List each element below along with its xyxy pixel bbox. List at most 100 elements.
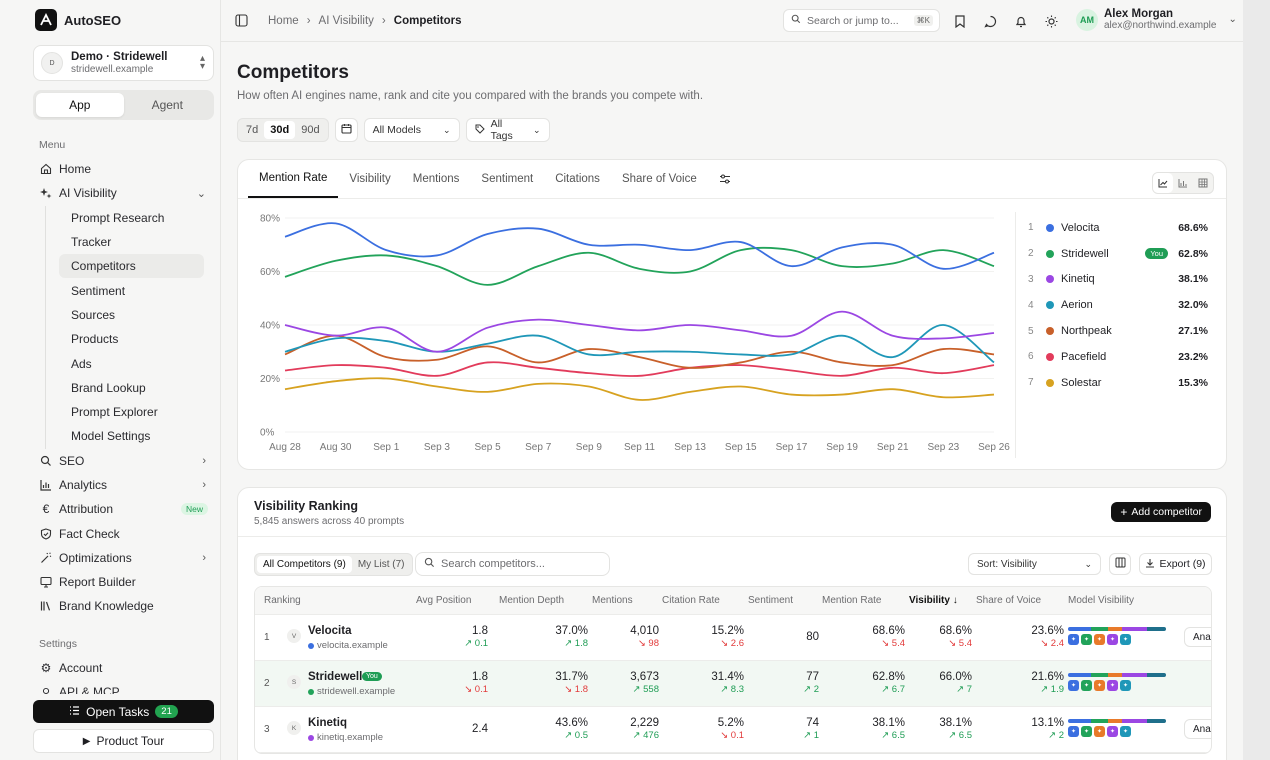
cell-value: 13.1% <box>1031 717 1064 729</box>
series-line-velocita[interactable] <box>284 222 995 270</box>
tags-select[interactable]: All Tags ⌄ <box>465 118 550 142</box>
sidebar-item-api-mcp[interactable]: ⚲ API & MCP <box>33 680 214 694</box>
sidebar-item-label: Optimizations <box>59 550 132 565</box>
col-avg-position[interactable]: Avg Position <box>416 595 472 606</box>
tab-mention-rate[interactable]: Mention Rate <box>248 160 339 198</box>
competitor-name[interactable]: Kinetiq <box>308 717 347 729</box>
series-line-stridewell[interactable] <box>284 246 995 286</box>
col-mentions[interactable]: Mentions <box>592 595 633 606</box>
table-row[interactable]: 2 S Stridewell You stridewell.example 1.… <box>255 661 1211 707</box>
global-search[interactable]: Search or jump to... ⌘K <box>783 9 940 32</box>
app-logo[interactable]: AutoSEO <box>35 9 121 31</box>
columns-button[interactable] <box>1109 553 1131 575</box>
sidebar-item-ai-visibility[interactable]: AI Visibility ⌄ <box>33 181 214 205</box>
sidebar-item-prompt-research[interactable]: Prompt Research <box>71 210 165 225</box>
user-menu[interactable]: AM Alex Morgan alex@northwind.example ⌄ <box>1076 8 1237 31</box>
tab-share-of-voice[interactable]: Share of Voice <box>621 173 697 185</box>
line-chart-icon[interactable] <box>1153 173 1173 193</box>
sidebar-item-report-builder[interactable]: Report Builder <box>33 570 214 594</box>
col-mention-depth[interactable]: Mention Depth <box>499 595 565 606</box>
table-row[interactable]: 1 V Velocita velocita.example 1.8 ↗ 0.1 … <box>255 615 1211 661</box>
model-logo-icon: ✦ <box>1094 634 1105 645</box>
analyze-button[interactable]: Analyze <box>1184 719 1211 739</box>
add-competitor-button[interactable]: + Add competitor <box>1111 502 1211 522</box>
workspace-switcher[interactable]: D Demo · Stridewell stridewell.example ▴… <box>33 45 214 81</box>
sidebar-item-sources[interactable]: Sources <box>71 307 116 322</box>
sliders-icon[interactable] <box>708 160 742 198</box>
mention-rate-line-chart: 0% 20% 40% 60% 80% Aug 28 Aug 30 Sep 1 Sep 3 Sep … <box>260 214 1010 454</box>
table-row[interactable]: 3 K Kinetiq kinetiq.example 2.4 43.6% ↗ … <box>255 707 1211 753</box>
tab-sentiment[interactable]: Sentiment <box>481 173 534 185</box>
col-mention-rate[interactable]: Mention Rate <box>822 595 882 606</box>
legend-item[interactable]: 1 Velocita 68.6% <box>1028 215 1208 241</box>
legend-item[interactable]: 5 Northpeak 27.1% <box>1028 318 1208 344</box>
series-line-northpeak[interactable] <box>284 334 995 369</box>
tab-all-competitors[interactable]: All Competitors (9) <box>257 556 352 573</box>
sidebar-item-competitors[interactable]: Competitors <box>59 254 204 279</box>
legend-item[interactable]: 3 Kinetiq 38.1% <box>1028 267 1208 293</box>
col-ranking[interactable]: Ranking <box>264 595 301 606</box>
breadcrumb-home[interactable]: Home <box>268 15 299 27</box>
sort-select[interactable]: Sort: Visibility ⌄ <box>968 553 1101 575</box>
col-sentiment[interactable]: Sentiment <box>748 595 794 606</box>
models-select[interactable]: All Models ⌄ <box>363 118 460 142</box>
col-visibility[interactable]: Visibility ↓ <box>909 595 958 606</box>
col-citation-rate[interactable]: Citation Rate <box>662 595 720 606</box>
sidebar-item-products[interactable]: Products <box>71 332 119 347</box>
sidebar-item-brand-knowledge[interactable]: Brand Knowledge <box>33 594 214 618</box>
sidebar-item-sentiment[interactable]: Sentiment <box>71 283 126 298</box>
sidebar-item-seo[interactable]: SEO › <box>33 449 214 473</box>
competitor-name[interactable]: Stridewell <box>308 671 363 683</box>
sidebar-item-attribution[interactable]: € Attribution New <box>33 497 214 521</box>
tab-app[interactable]: App <box>36 93 124 117</box>
product-tour-button[interactable]: ▶ Product Tour <box>33 729 214 753</box>
legend-item[interactable]: 4 Aerion 32.0% <box>1028 292 1208 318</box>
range-30d[interactable]: 30d <box>264 121 296 139</box>
legend-item[interactable]: 2 Stridewell You 62.8% <box>1028 241 1208 267</box>
series-line-kinetiq[interactable] <box>284 310 995 353</box>
chat-icon[interactable] <box>982 13 998 29</box>
analyze-button[interactable]: Analyze <box>1184 627 1211 647</box>
sidebar-item-ads[interactable]: Ads <box>71 356 92 371</box>
chevron-right-icon: › <box>381 15 386 27</box>
table-icon[interactable] <box>1193 173 1213 193</box>
sidebar-item-prompt-explorer[interactable]: Prompt Explorer <box>71 405 158 420</box>
sidebar-item-fact-check[interactable]: Fact Check <box>33 521 214 545</box>
tab-citations[interactable]: Citations <box>555 173 600 185</box>
ranking-divider <box>238 536 1226 537</box>
bell-icon[interactable] <box>1013 13 1029 29</box>
sidebar-item-optimizations[interactable]: Optimizations › <box>33 546 214 570</box>
sidebar-item-home[interactable]: Home <box>33 157 214 181</box>
series-line-solestar[interactable] <box>284 377 995 401</box>
settings-nav: ⚙ Account ⚲ API & MCP <box>33 656 214 694</box>
competitor-search-input[interactable]: Search competitors... <box>415 552 610 576</box>
tab-my-list[interactable]: My List (7) <box>357 559 405 570</box>
range-90d[interactable]: 90d <box>301 124 320 136</box>
sidebar-item-tracker[interactable]: Tracker <box>71 235 112 250</box>
open-tasks-button[interactable]: Open Tasks 21 <box>33 700 214 723</box>
legend-item[interactable]: 7 Solestar 15.3% <box>1028 370 1208 396</box>
bar-chart-icon[interactable] <box>1173 173 1193 193</box>
series-line-aerion[interactable] <box>284 324 995 364</box>
tab-agent[interactable]: Agent <box>151 98 183 112</box>
sun-icon[interactable] <box>1043 13 1059 29</box>
breadcrumb-ai-visibility[interactable]: AI Visibility <box>318 15 374 27</box>
tab-mentions[interactable]: Mentions <box>412 173 460 185</box>
col-model-visibility[interactable]: Model Visibility <box>1068 595 1134 606</box>
sidebar-item-analytics[interactable]: Analytics › <box>33 473 214 497</box>
col-share-of-voice[interactable]: Share of Voice <box>976 595 1042 606</box>
sidebar-item-account[interactable]: ⚙ Account <box>33 656 214 680</box>
series-line-pacefield[interactable] <box>284 361 995 377</box>
bookmark-icon[interactable] <box>952 13 968 29</box>
tab-visibility[interactable]: Visibility <box>349 173 391 185</box>
export-button[interactable]: Export (9) <box>1139 553 1212 575</box>
sidebar-toggle-icon[interactable] <box>235 14 248 30</box>
competitor-name[interactable]: Velocita <box>308 625 352 637</box>
legend-item[interactable]: 6 Pacefield 23.2% <box>1028 344 1208 370</box>
sidebar-item-model-settings[interactable]: Model Settings <box>71 429 151 444</box>
calendar-button[interactable] <box>334 118 358 142</box>
model-icons: ✦ ✦ ✦ ✦ ✦ <box>1068 726 1166 737</box>
sidebar-item-brand-lookup[interactable]: Brand Lookup <box>71 380 146 395</box>
range-7d[interactable]: 7d <box>246 124 259 136</box>
sparkles-icon <box>39 186 53 200</box>
